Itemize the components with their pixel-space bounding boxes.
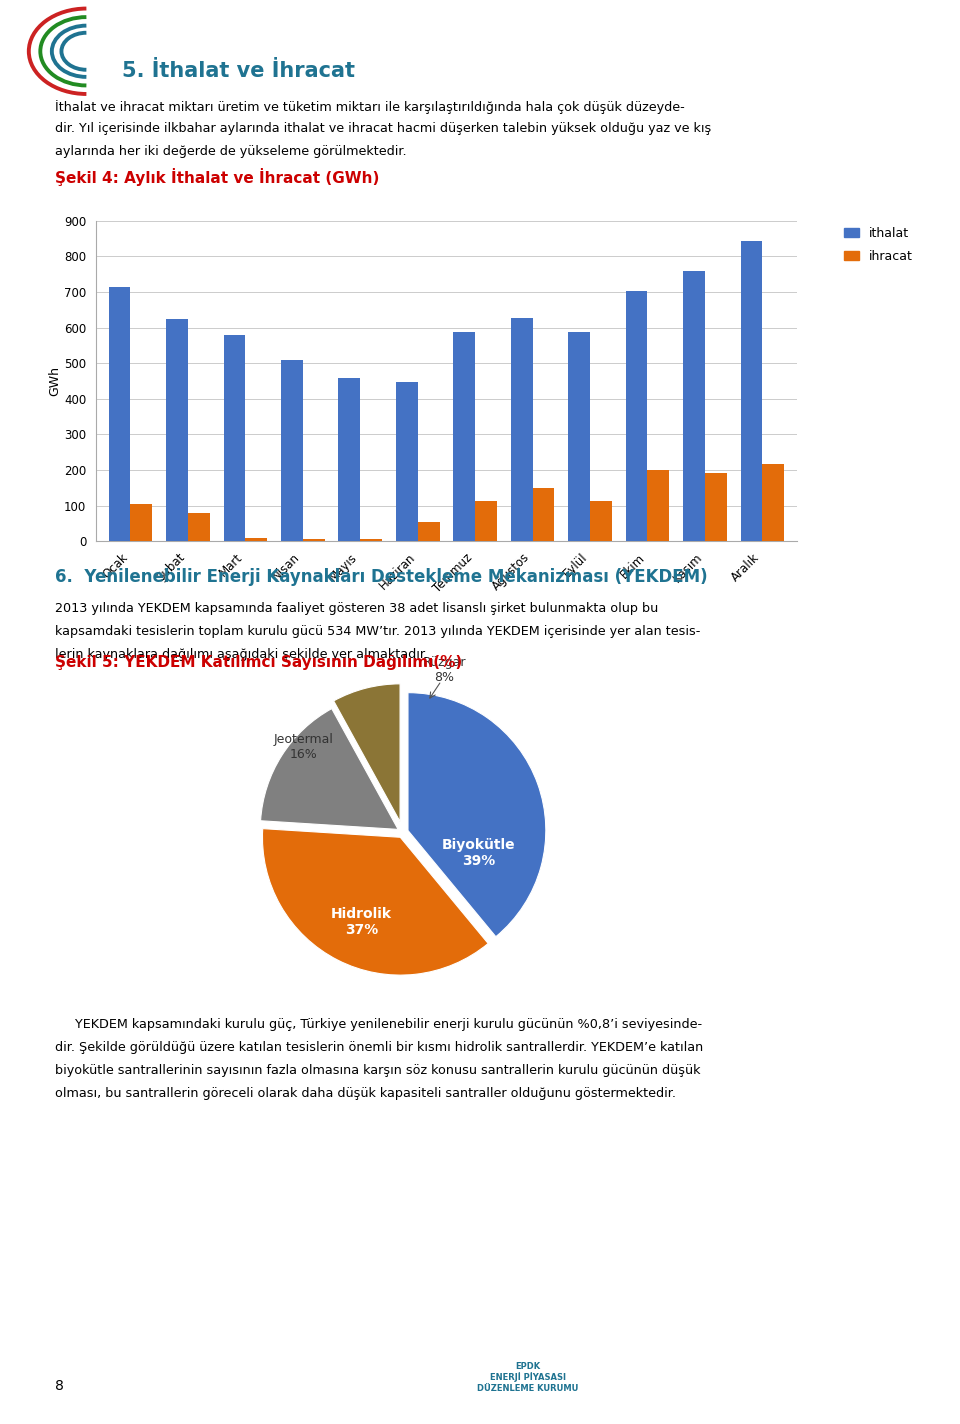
Text: Jeotermal
16%: Jeotermal 16% [274, 733, 333, 760]
Bar [626, 290, 647, 541]
Bar [246, 538, 267, 541]
Bar [166, 319, 188, 541]
Text: Hidrolik
37%: Hidrolik 37% [331, 907, 392, 937]
Bar [568, 332, 590, 541]
Text: YEKDEM kapsamındaki kurulu güç, Türkiye yenilenebilir enerji kurulu gücünün %0,8: YEKDEM kapsamındaki kurulu güç, Türkiye … [55, 1018, 702, 1031]
Text: Şekil 4: Aylık İthalat ve İhracat (GWh): Şekil 4: Aylık İthalat ve İhracat (GWh) [55, 168, 379, 187]
Text: Biyokütle
39%: Biyokütle 39% [442, 837, 516, 869]
Bar [533, 487, 554, 541]
Bar [396, 382, 418, 541]
Text: kapsamdaki tesislerin toplam kurulu gücü 534 MW’tır. 2013 yılında YEKDEM içerisi: kapsamdaki tesislerin toplam kurulu gücü… [55, 625, 700, 638]
Text: Rüzgar
8%: Rüzgar 8% [422, 655, 466, 684]
Text: 5. İthalat ve İhracat: 5. İthalat ve İhracat [122, 61, 355, 81]
Bar [131, 504, 153, 541]
Text: aylarında her iki değerde de yükseleme görülmektedir.: aylarında her iki değerde de yükseleme g… [55, 145, 406, 158]
Bar [705, 473, 727, 541]
Text: 6.  Yenilenebilir Enerji Kaynakları Destekleme Mekanizması (YEKDEM): 6. Yenilenebilir Enerji Kaynakları Deste… [55, 568, 708, 587]
Text: lerin kaynaklara dağılımı aşağıdaki şekilde yer almaktadır.: lerin kaynaklara dağılımı aşağıdaki şeki… [55, 648, 428, 661]
Bar [302, 538, 324, 541]
Bar [224, 336, 246, 541]
Bar [475, 501, 497, 541]
Text: dir. Şekilde görüldüğü üzere katılan tesislerin önemli bir kısmı hidrolik santra: dir. Şekilde görüldüğü üzere katılan tes… [55, 1041, 703, 1054]
Text: dir. Yıl içerisinde ilkbahar aylarında ithalat ve ihracat hacmi düşerken talebin: dir. Yıl içerisinde ilkbahar aylarında i… [55, 122, 711, 135]
Bar [281, 360, 302, 541]
Bar [418, 521, 440, 541]
Text: 8: 8 [55, 1378, 63, 1393]
Text: Şekil 5: YEKDEM Katılımcı Sayısının Dağılımı(%): Şekil 5: YEKDEM Katılımcı Sayısının Dağı… [55, 655, 462, 671]
Bar [108, 286, 131, 541]
Bar [360, 538, 382, 541]
Bar [740, 241, 762, 541]
Bar [339, 379, 360, 541]
Text: İthalat ve ihracat miktarı üretim ve tüketim miktarı ile karşılaştırıldığında ha: İthalat ve ihracat miktarı üretim ve tük… [55, 100, 684, 114]
Wedge shape [262, 829, 488, 975]
Bar [188, 514, 209, 541]
Text: EPDK
ENERJİ PİYASASI
DÜZENLEME KURUMU: EPDK ENERJİ PİYASASI DÜZENLEME KURUMU [477, 1361, 579, 1393]
Legend: ithalat, ihracat: ithalat, ihracat [844, 226, 913, 263]
Bar [647, 470, 669, 541]
Bar [684, 271, 705, 541]
Bar [453, 332, 475, 541]
Bar [762, 464, 784, 541]
Wedge shape [334, 684, 400, 822]
Wedge shape [260, 709, 398, 829]
Text: olması, bu santrallerin göreceli olarak daha düşük kapasiteli santraller olduğun: olması, bu santrallerin göreceli olarak … [55, 1087, 676, 1099]
Text: 2013 yılında YEKDEM kapsamında faaliyet gösteren 38 adet lisanslı şirket bulunma: 2013 yılında YEKDEM kapsamında faaliyet … [55, 602, 658, 615]
Text: biyokütle santrallerinin sayısının fazla olmasına karşın söz konusu santrallerin: biyokütle santrallerinin sayısının fazla… [55, 1064, 700, 1077]
Wedge shape [408, 692, 546, 937]
Bar [590, 501, 612, 541]
Bar [511, 318, 533, 541]
Y-axis label: GWh: GWh [48, 366, 61, 396]
